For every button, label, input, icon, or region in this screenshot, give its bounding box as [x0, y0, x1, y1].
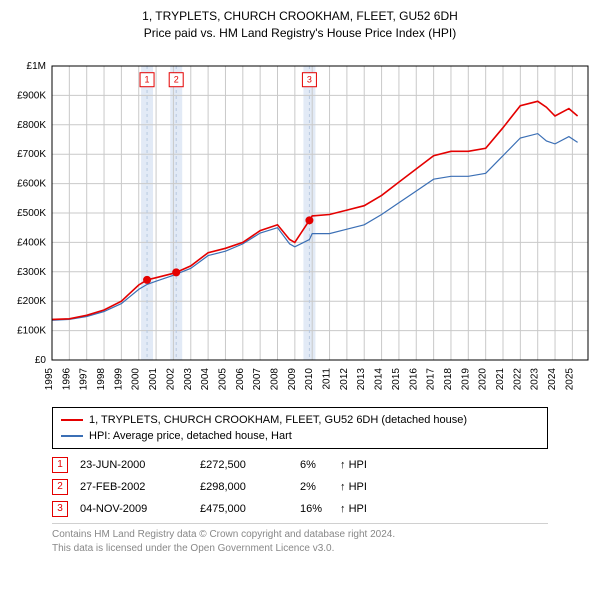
svg-text:2024: 2024	[547, 367, 558, 390]
legend-label: 1, TRYPLETS, CHURCH CROOKHAM, FLEET, GU5…	[89, 414, 467, 426]
svg-text:1999: 1999	[113, 367, 124, 390]
up-arrow-icon: ↑	[340, 459, 346, 471]
svg-text:£300K: £300K	[17, 266, 46, 277]
svg-text:2020: 2020	[478, 367, 489, 390]
sale-hpi-compare: ↑ HPI	[340, 503, 420, 515]
sale-price: £272,500	[200, 459, 300, 471]
chart-plot: £0£100K£200K£300K£400K£500K£600K£700K£80…	[52, 48, 588, 401]
svg-text:2008: 2008	[270, 367, 281, 390]
svg-text:2005: 2005	[217, 367, 228, 390]
svg-text:1996: 1996	[61, 367, 72, 390]
svg-text:£100K: £100K	[17, 325, 46, 336]
svg-text:1: 1	[145, 74, 150, 84]
svg-text:£1M: £1M	[27, 61, 46, 72]
sale-date: 27-FEB-2002	[80, 481, 200, 493]
legend: 1, TRYPLETS, CHURCH CROOKHAM, FLEET, GU5…	[52, 407, 548, 449]
svg-text:2000: 2000	[131, 367, 142, 390]
sale-hpi-compare: ↑ HPI	[340, 481, 420, 493]
svg-text:2011: 2011	[322, 367, 333, 389]
legend-item: HPI: Average price, detached house, Hart	[61, 428, 539, 444]
svg-text:£400K: £400K	[17, 237, 46, 248]
sale-marker-badge: 3	[52, 501, 68, 517]
svg-text:2: 2	[174, 74, 179, 84]
svg-text:2009: 2009	[287, 367, 298, 390]
up-arrow-icon: ↑	[340, 481, 346, 493]
svg-text:£800K: £800K	[17, 119, 46, 130]
sales-table: 1 23-JUN-2000 £272,500 6% ↑ HPI 2 27-FEB…	[52, 457, 548, 517]
legend-swatch	[61, 419, 83, 421]
svg-text:2012: 2012	[339, 367, 350, 390]
svg-text:2002: 2002	[165, 367, 176, 390]
svg-text:2017: 2017	[426, 367, 437, 390]
svg-text:£500K: £500K	[17, 208, 46, 219]
up-arrow-icon: ↑	[340, 503, 346, 515]
svg-text:2015: 2015	[391, 367, 402, 390]
svg-text:2016: 2016	[408, 367, 419, 390]
svg-text:2018: 2018	[443, 367, 454, 390]
svg-text:3: 3	[307, 74, 312, 84]
svg-text:2014: 2014	[374, 367, 385, 390]
svg-text:2023: 2023	[530, 367, 541, 390]
sale-marker-badge: 1	[52, 457, 68, 473]
footer-attribution: Contains HM Land Registry data © Crown c…	[52, 523, 548, 556]
chart-title-block: 1, TRYPLETS, CHURCH CROOKHAM, FLEET, GU5…	[12, 8, 588, 42]
chart-title-line1: 1, TRYPLETS, CHURCH CROOKHAM, FLEET, GU5…	[12, 8, 588, 25]
footer-line1: Contains HM Land Registry data © Crown c…	[52, 528, 548, 542]
chart-title-line2: Price paid vs. HM Land Registry's House …	[12, 25, 588, 42]
svg-text:2013: 2013	[356, 367, 367, 390]
svg-text:£0: £0	[35, 355, 47, 366]
sale-pct: 6%	[300, 459, 340, 471]
sale-marker-badge: 2	[52, 479, 68, 495]
sale-hpi-compare: ↑ HPI	[340, 459, 420, 471]
legend-label: HPI: Average price, detached house, Hart	[89, 430, 292, 442]
svg-text:£600K: £600K	[17, 178, 46, 189]
sale-pct: 16%	[300, 503, 340, 515]
svg-text:2001: 2001	[148, 367, 159, 390]
svg-text:1995: 1995	[44, 367, 55, 390]
sale-price: £298,000	[200, 481, 300, 493]
sale-price: £475,000	[200, 503, 300, 515]
svg-text:£900K: £900K	[17, 90, 46, 101]
svg-text:£700K: £700K	[17, 149, 46, 160]
sale-date: 23-JUN-2000	[80, 459, 200, 471]
svg-text:2007: 2007	[252, 367, 263, 390]
svg-text:£200K: £200K	[17, 296, 46, 307]
svg-text:2003: 2003	[183, 367, 194, 390]
chart-container: 1, TRYPLETS, CHURCH CROOKHAM, FLEET, GU5…	[0, 0, 600, 590]
svg-text:2010: 2010	[304, 367, 315, 390]
svg-text:1998: 1998	[96, 367, 107, 390]
footer-line2: This data is licensed under the Open Gov…	[52, 542, 548, 556]
svg-text:2022: 2022	[512, 367, 523, 390]
svg-text:2019: 2019	[460, 367, 471, 390]
svg-text:1997: 1997	[79, 367, 90, 390]
sale-date: 04-NOV-2009	[80, 503, 200, 515]
svg-text:2004: 2004	[200, 367, 211, 390]
svg-text:2021: 2021	[495, 367, 506, 390]
svg-text:2006: 2006	[235, 367, 246, 390]
legend-item: 1, TRYPLETS, CHURCH CROOKHAM, FLEET, GU5…	[61, 412, 539, 428]
chart-svg: £0£100K£200K£300K£400K£500K£600K£700K£80…	[52, 48, 592, 398]
legend-swatch	[61, 435, 83, 437]
sale-pct: 2%	[300, 481, 340, 493]
svg-text:2025: 2025	[564, 367, 575, 390]
